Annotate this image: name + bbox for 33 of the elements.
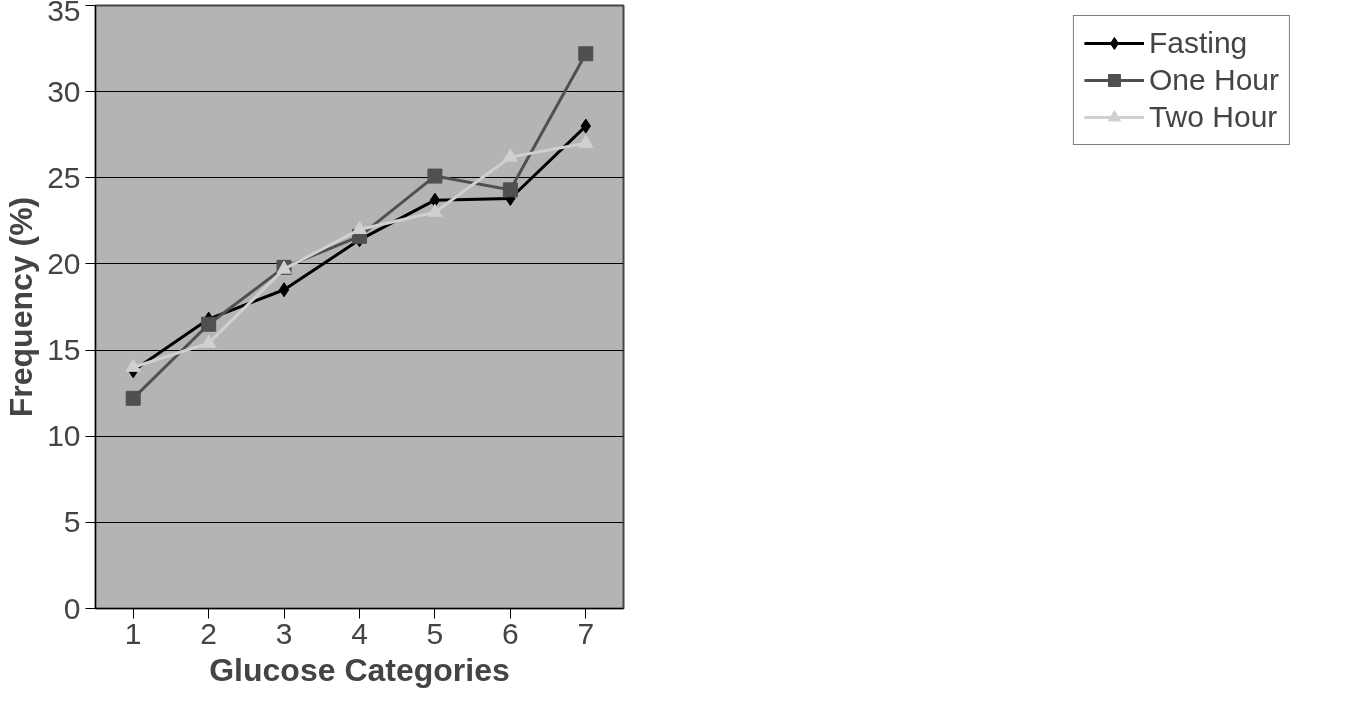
y-tick-label: 35 <box>47 0 81 27</box>
y-tick-label: 15 <box>47 333 81 367</box>
y-tick-label: 0 <box>63 591 81 625</box>
point <box>578 46 594 62</box>
point <box>427 203 443 217</box>
x-tick-label: 5 <box>426 616 444 650</box>
legend-label: One Hour <box>1148 63 1279 97</box>
point <box>201 316 217 332</box>
y-tick-label: 10 <box>47 419 81 453</box>
point <box>578 134 594 148</box>
point <box>201 334 217 348</box>
legend-label: Two Hour <box>1148 100 1278 134</box>
point <box>125 358 141 372</box>
point <box>278 282 290 298</box>
y-tick-label: 20 <box>47 246 81 280</box>
legend-label: Fasting <box>1148 26 1248 60</box>
point <box>429 192 441 208</box>
y-tick-label: 5 <box>63 505 81 539</box>
point <box>125 390 141 406</box>
x-tick-label: 6 <box>502 616 519 650</box>
point <box>502 148 518 162</box>
x-axis-title: Glucose Categories <box>209 651 510 688</box>
point <box>352 220 367 235</box>
point <box>502 182 518 198</box>
x-tick-label: 3 <box>275 616 293 650</box>
y-tick-label: 30 <box>47 74 81 108</box>
x-tick-label: 1 <box>124 616 142 650</box>
x-tick-label: 4 <box>351 616 368 650</box>
y-axis-title: Frequency (%) <box>3 196 40 418</box>
y-tick-label: 25 <box>47 160 81 194</box>
x-tick-label: 2 <box>200 616 217 650</box>
x-tick-label: 7 <box>577 616 595 650</box>
point <box>427 168 443 184</box>
